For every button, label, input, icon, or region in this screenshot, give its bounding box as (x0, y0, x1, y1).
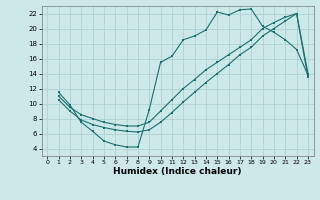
X-axis label: Humidex (Indice chaleur): Humidex (Indice chaleur) (113, 167, 242, 176)
